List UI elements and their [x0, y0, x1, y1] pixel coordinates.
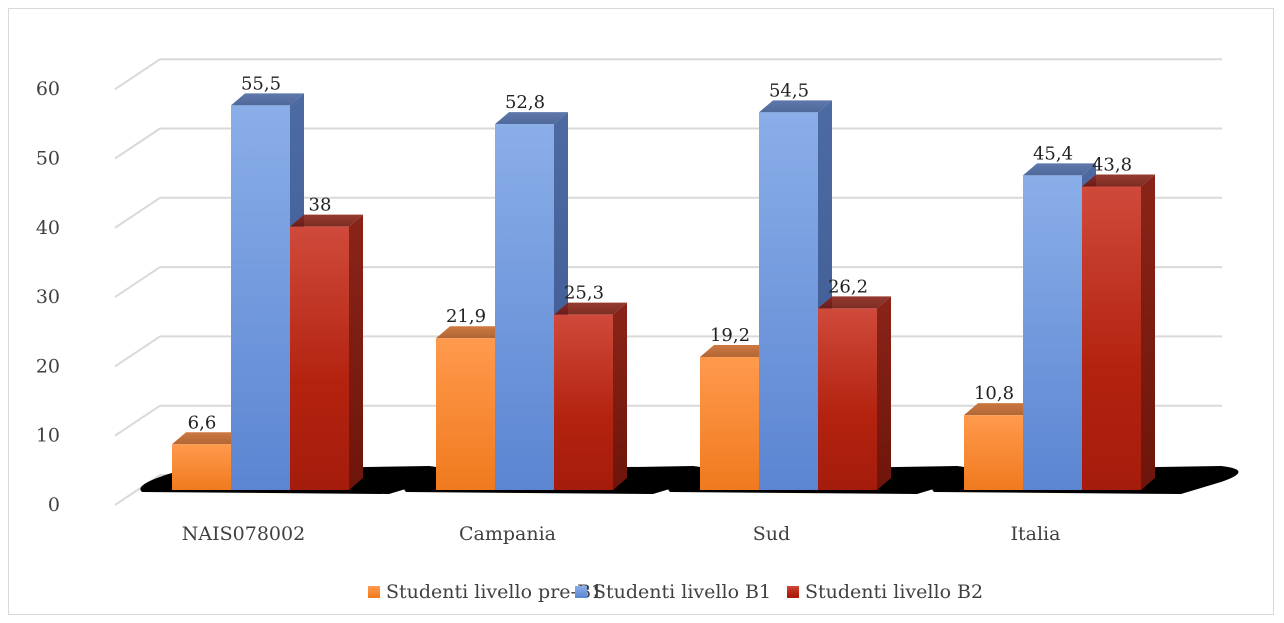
- bar-top: [436, 326, 509, 339]
- gridline-diag: [114, 404, 161, 437]
- bar-top: [554, 302, 627, 315]
- bar: [554, 302, 627, 490]
- bar-top: [290, 214, 363, 227]
- bar-front: [290, 226, 349, 490]
- bar-top: [818, 296, 891, 309]
- data-labels: 6,6 55,5 38 21,9 52,8 25,3 19,2 54,5 26,2 10,8 45,…: [188, 73, 1132, 433]
- y-axis-ticks: 0 10 20 30 40 50 60: [36, 78, 60, 516]
- x-tick-label: NAIS078002: [182, 523, 305, 545]
- bars: [172, 93, 1155, 491]
- data-label: 52,8: [505, 92, 545, 113]
- bar-top: [172, 432, 245, 445]
- gridline-diag: [114, 266, 161, 298]
- bar-front: [436, 338, 495, 490]
- bar-side: [349, 214, 363, 490]
- legend-swatch: [787, 586, 799, 598]
- x-axis-labels: NAIS078002 Campania Sud Italia: [182, 523, 1061, 545]
- bar-top: [1023, 163, 1096, 176]
- bar-front: [1082, 186, 1141, 490]
- legend-label: Studenti livello B1: [593, 581, 771, 603]
- x-tick-label: Sud: [753, 523, 790, 545]
- legend-swatch: [368, 586, 380, 598]
- data-label: 6,6: [188, 412, 217, 433]
- data-label: 38: [309, 195, 332, 216]
- bar-front: [1023, 175, 1082, 491]
- legend-label: Studenti livello pre-B1: [386, 581, 603, 603]
- bar: [290, 214, 363, 490]
- y-tick-label: 10: [36, 425, 60, 447]
- y-tick-label: 0: [48, 494, 60, 516]
- y-tick-label: 60: [36, 78, 60, 100]
- gridline-diag: [114, 127, 161, 160]
- data-label: 54,5: [769, 80, 809, 101]
- gridline-diag: [114, 58, 161, 91]
- bar-front: [231, 105, 290, 490]
- legend-item: Studenti livello B2: [787, 581, 983, 603]
- data-label: 26,2: [828, 276, 868, 297]
- bar-side: [1141, 174, 1155, 490]
- gridline-diag: [114, 335, 161, 368]
- y-tick-label: 50: [36, 148, 60, 170]
- data-label: 55,5: [241, 73, 281, 94]
- bar-top: [700, 344, 773, 357]
- bar-front: [495, 124, 554, 490]
- bar-side: [613, 302, 627, 490]
- y-tick-label: 20: [36, 355, 60, 377]
- bar-top: [1082, 174, 1155, 187]
- data-label: 21,9: [446, 306, 486, 327]
- data-label: 19,2: [710, 325, 750, 346]
- data-label: 45,4: [1033, 143, 1073, 164]
- data-label: 25,3: [564, 283, 604, 304]
- x-tick-label: Campania: [459, 523, 556, 545]
- bar-top: [759, 100, 832, 113]
- bar-front: [818, 308, 877, 490]
- gridline-diag: [114, 196, 161, 229]
- bar: [818, 296, 891, 490]
- legend-item: Studenti livello pre-B1: [368, 581, 603, 603]
- data-label: 43,8: [1092, 154, 1132, 175]
- y-tick-label: 40: [36, 217, 60, 239]
- x-tick-label: Italia: [1011, 523, 1061, 545]
- bar-front: [554, 314, 613, 490]
- data-label: 10,8: [974, 383, 1014, 404]
- bar-top: [495, 112, 568, 125]
- bar: [1082, 174, 1155, 490]
- bar-side: [877, 296, 891, 490]
- y-tick-label: 30: [36, 286, 60, 308]
- bar-front: [964, 415, 1023, 490]
- legend-swatch: [575, 586, 587, 598]
- bar-front: [700, 356, 759, 490]
- bar-top: [964, 403, 1037, 416]
- bar-front: [759, 112, 818, 490]
- legend-item: Studenti livello B1: [575, 581, 771, 603]
- legend-label: Studenti livello B2: [805, 581, 983, 603]
- bar-front: [172, 444, 231, 490]
- bar-top: [231, 93, 304, 106]
